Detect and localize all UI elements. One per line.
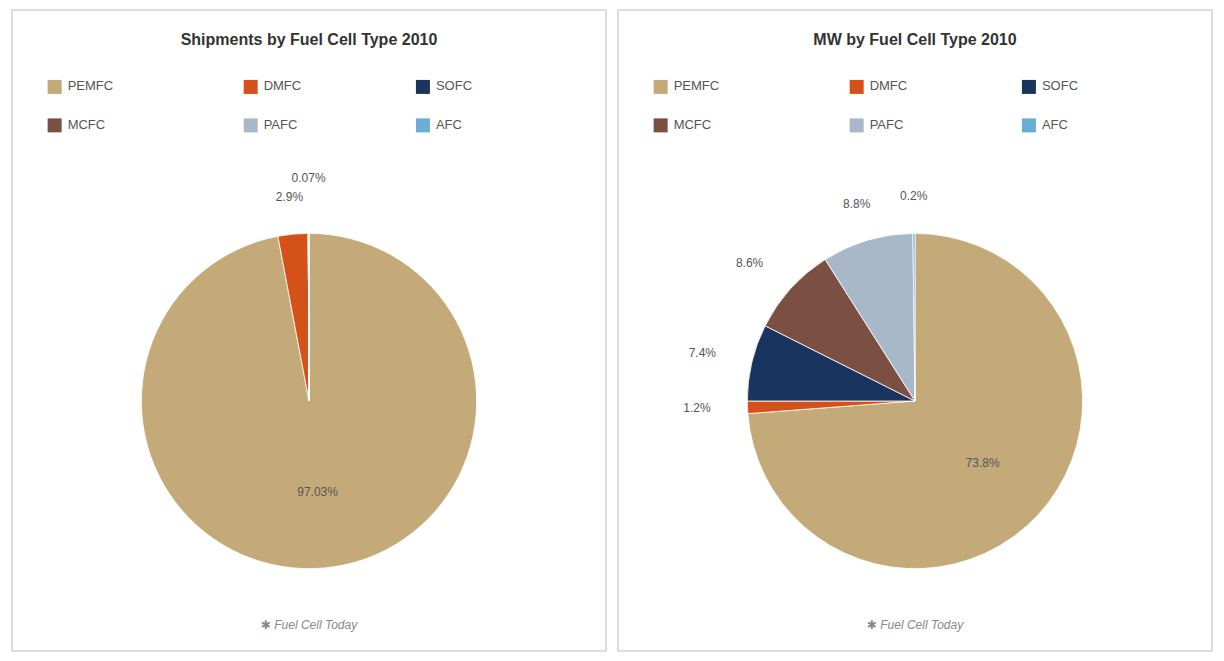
legend-label: PEMFC	[674, 78, 720, 93]
pie-slice	[141, 233, 476, 568]
legend-swatch	[1022, 118, 1036, 132]
legend-item: MCFC	[48, 117, 106, 133]
legend-swatch	[1022, 80, 1036, 94]
pie-slice	[747, 401, 915, 414]
data-labels: 97.03% 2.9% 0.07%	[276, 171, 338, 499]
legend-label: MCFC	[674, 117, 712, 132]
data-label: 1.2%	[683, 401, 711, 415]
data-label: 8.6%	[736, 256, 764, 270]
legend-label: MCFC	[68, 117, 106, 132]
legend-label: AFC	[436, 117, 462, 132]
legend-swatch	[850, 118, 864, 132]
chart-title: MW by Fuel Cell Type 2010	[813, 31, 1016, 48]
annotation: ✱ Fuel Cell Today	[261, 618, 358, 632]
pie-slices	[141, 233, 476, 568]
legend-item: AFC	[416, 117, 462, 133]
legend-swatch	[244, 80, 258, 94]
legend-item: DMFC	[244, 78, 302, 94]
data-label: 8.8%	[843, 197, 871, 211]
legend-swatch	[416, 118, 430, 132]
legend-swatch	[416, 80, 430, 94]
data-label: 97.03%	[297, 485, 338, 499]
legend-item: PAFC	[244, 117, 298, 133]
pie-slice	[309, 233, 310, 401]
data-label: 2.9%	[276, 190, 304, 204]
legend-item: MCFC	[654, 117, 712, 133]
legend-label: PAFC	[870, 117, 904, 132]
pie-slice	[278, 233, 309, 401]
panel-border	[618, 10, 1212, 651]
legend-item: AFC	[1022, 117, 1068, 133]
legend-item: PEMFC	[654, 78, 720, 94]
data-label: 7.4%	[689, 346, 717, 360]
legend-swatch	[654, 80, 668, 94]
pie-slices	[747, 233, 1082, 568]
legend-label: PAFC	[264, 117, 298, 132]
legend-swatch	[48, 118, 62, 132]
pie-slice	[308, 233, 310, 401]
legend-label: SOFC	[1042, 78, 1078, 93]
legend-item: SOFC	[416, 78, 472, 94]
legend-label: AFC	[1042, 117, 1068, 132]
legend-swatch	[850, 80, 864, 94]
chart-title: Shipments by Fuel Cell Type 2010	[181, 31, 438, 48]
panel: Shipments by Fuel Cell Type 2010 PEMFC DMF…	[12, 10, 606, 651]
legend-label: SOFC	[436, 78, 472, 93]
annotation: ✱ Fuel Cell Today	[867, 618, 964, 632]
figure: Shipments by Fuel Cell Type 2010 PEMFC DMF…	[0, 0, 1224, 661]
legend-item: SOFC	[1022, 78, 1078, 94]
legend-swatch	[48, 80, 62, 94]
legend-item: DMFC	[850, 78, 908, 94]
legend-label: DMFC	[870, 78, 908, 93]
pie-slice	[748, 233, 1083, 568]
data-label: 0.07%	[292, 171, 326, 185]
legend-item: PEMFC	[48, 78, 114, 94]
legend-swatch	[244, 118, 258, 132]
data-labels: 73.8% 1.2% 7.4% 8.6% 8.8% 0.2%	[683, 189, 1000, 470]
legend-label: PEMFC	[68, 78, 114, 93]
panel-border	[12, 10, 606, 651]
panel: MW by Fuel Cell Type 2010 PEMFC DMFC SOFC MC…	[618, 10, 1212, 651]
legend-swatch	[654, 118, 668, 132]
legend-item: PAFC	[850, 117, 904, 133]
data-label: 73.8%	[966, 456, 1000, 470]
pie-slice	[825, 233, 915, 401]
pie-slice	[308, 233, 310, 401]
legend-label: DMFC	[264, 78, 302, 93]
pie-slice	[913, 233, 915, 401]
pie-slice	[308, 233, 310, 401]
data-label: 0.2%	[900, 189, 928, 203]
